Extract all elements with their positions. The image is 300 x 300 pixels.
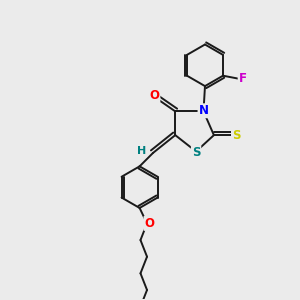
Text: F: F xyxy=(238,72,247,85)
Text: O: O xyxy=(149,88,160,101)
Text: N: N xyxy=(199,104,208,117)
Text: S: S xyxy=(192,146,200,159)
Text: O: O xyxy=(144,217,154,230)
Text: S: S xyxy=(232,129,240,142)
Text: H: H xyxy=(137,146,146,157)
